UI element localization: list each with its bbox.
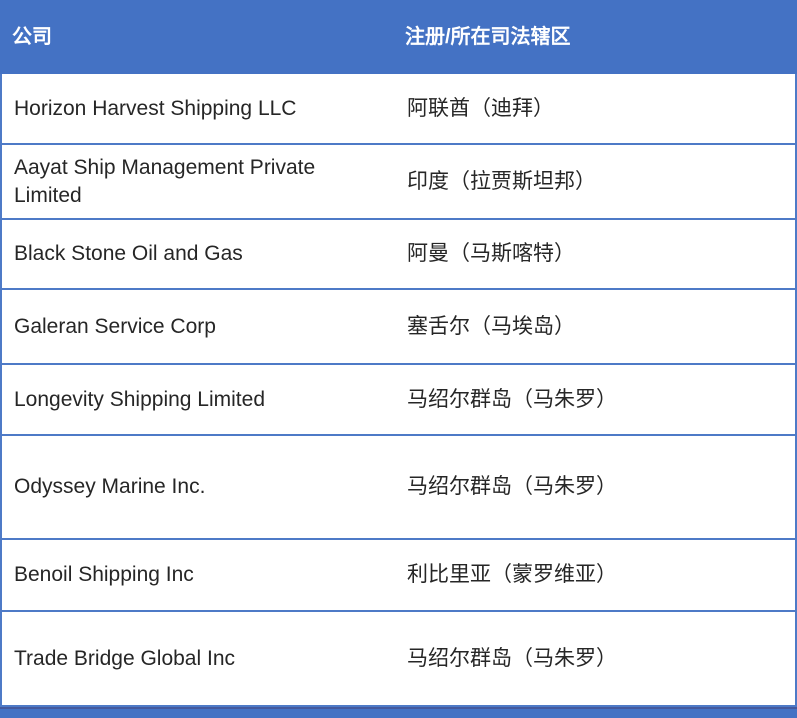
jurisdiction-cell: 利比里亚（蒙罗维亚） (407, 563, 617, 587)
table-row: Black Stone Oil and Gas 阿曼（马斯喀特） (0, 220, 797, 290)
jurisdiction-cell: 印度（拉贾斯坦邦） (407, 169, 596, 193)
table-row: Aayat Ship Management Private Limited 印度… (0, 145, 797, 220)
jurisdiction-cell: 马绍尔群岛（马朱罗） (407, 387, 617, 411)
jurisdiction-cell: 阿联酋（迪拜） (407, 96, 554, 120)
company-cell: Benoil Shipping Inc (14, 563, 194, 587)
company-cell: Aayat Ship Management Private Limited (14, 155, 316, 207)
jurisdiction-cell: 马绍尔群岛（马朱罗） (407, 646, 617, 670)
table-header-row: 公司 注册/所在司法辖区 (0, 0, 797, 74)
jurisdiction-cell: 塞舌尔（马埃岛） (407, 314, 575, 338)
company-cell: Longevity Shipping Limited (14, 387, 265, 411)
table-row: Horizon Harvest Shipping LLC 阿联酋（迪拜） (0, 74, 797, 145)
table-row: Odyssey Marine Inc. 马绍尔群岛（马朱罗） (0, 436, 797, 540)
table-row: Benoil Shipping Inc 利比里亚（蒙罗维亚） (0, 540, 797, 612)
company-cell: Odyssey Marine Inc. (14, 475, 206, 499)
header-company: 公司 (12, 25, 52, 48)
table-row: Trade Bridge Global Inc 马绍尔群岛（马朱罗） (0, 612, 797, 707)
company-cell: Black Stone Oil and Gas (14, 242, 243, 266)
jurisdiction-cell: 阿曼（马斯喀特） (407, 242, 575, 266)
table-row: Galeran Service Corp 塞舌尔（马埃岛） (0, 290, 797, 365)
table-row: Longevity Shipping Limited 马绍尔群岛（马朱罗） (0, 365, 797, 436)
next-row-partial-strip (0, 707, 797, 718)
company-cell: Trade Bridge Global Inc (14, 646, 236, 670)
header-jurisdiction: 注册/所在司法辖区 (405, 25, 571, 48)
jurisdiction-cell: 马绍尔群岛（马朱罗） (407, 475, 617, 499)
company-cell: Galeran Service Corp (14, 314, 216, 338)
company-cell: Horizon Harvest Shipping LLC (14, 96, 297, 120)
